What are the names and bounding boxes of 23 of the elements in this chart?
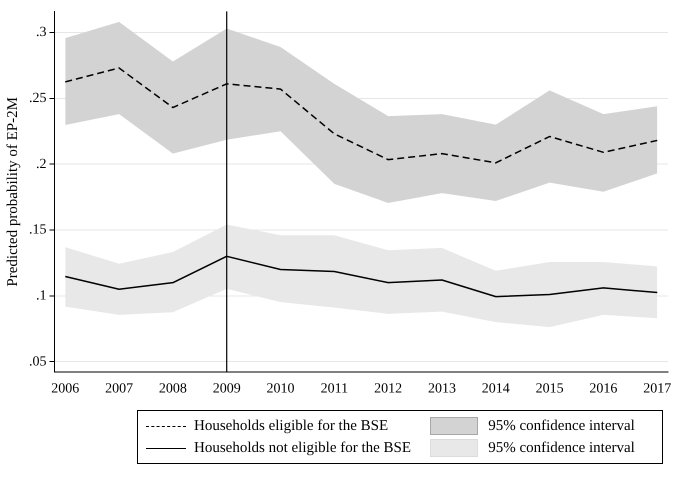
y-tick-label: .3 [36, 25, 46, 40]
legend-label: Households not eligible for the BSE [194, 440, 412, 456]
legend-label: Households eligible for the BSE [194, 418, 388, 434]
y-tick-label: .1 [36, 288, 46, 304]
x-tick-label: 2011 [320, 381, 348, 396]
x-tick-label: 2013 [428, 381, 456, 396]
y-axis-title: Predicted probability of EP-2M [4, 97, 21, 287]
y-tick-label: .05 [29, 354, 46, 370]
x-tick-label: 2017 [643, 381, 672, 396]
x-tick-label: 2012 [374, 381, 402, 396]
text: 95% confidence interval [488, 418, 635, 434]
x-tick-label: 2016 [589, 381, 618, 396]
text: 95% confidence interval [488, 440, 635, 456]
x-tick-label: 2015 [536, 381, 564, 396]
x-tick-label: 2009 [212, 381, 241, 396]
x-tick-label: 2014 [482, 381, 510, 396]
x-tick-label: 2006 [51, 381, 80, 396]
x-tick-label: 2007 [105, 381, 134, 396]
y-tick-label: .15 [29, 222, 46, 238]
x-tick-label: 2008 [158, 381, 187, 396]
y-tick-label: .2 [36, 156, 46, 172]
y-tick-label: .25 [29, 90, 46, 106]
x-tick-label: 2010 [266, 381, 295, 396]
